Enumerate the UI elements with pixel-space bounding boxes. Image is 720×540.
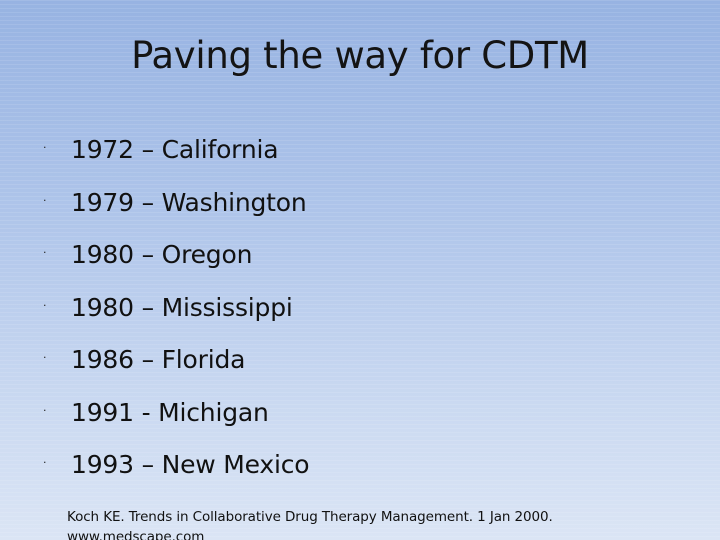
bullet-text: 1986 – Florida (71, 344, 245, 376)
bullet-dot-icon: · (43, 195, 47, 206)
list-item: · 1993 – New Mexico (0, 445, 560, 498)
citation: Koch KE. Trends in Collaborative Drug Th… (67, 507, 667, 540)
slide-title: Paving the way for CDTM (0, 33, 720, 79)
list-item: · 1991 - Michigan (0, 393, 560, 446)
bullet-text: 1980 – Mississippi (71, 292, 293, 324)
citation-line: Koch KE. Trends in Collaborative Drug Th… (67, 507, 667, 527)
bullet-dot-icon: · (43, 405, 47, 416)
bullet-text: 1972 – California (71, 134, 278, 166)
bullet-list: · 1972 – California · 1979 – Washington … (0, 130, 560, 498)
list-item: · 1972 – California (0, 130, 560, 183)
list-item: · 1980 – Oregon (0, 235, 560, 288)
bullet-text: 1993 – New Mexico (71, 449, 309, 481)
bullet-dot-icon: · (43, 457, 47, 468)
bullet-text: 1980 – Oregon (71, 239, 252, 271)
bullet-text: 1979 – Washington (71, 187, 307, 219)
citation-url: www.medscape.com (67, 527, 667, 540)
bullet-dot-icon: · (43, 352, 47, 363)
bullet-dot-icon: · (43, 142, 47, 153)
bullet-text: 1991 - Michigan (71, 397, 269, 429)
list-item: · 1979 – Washington (0, 183, 560, 236)
list-item: · 1980 – Mississippi (0, 288, 560, 341)
bullet-dot-icon: · (43, 300, 47, 311)
bullet-dot-icon: · (43, 247, 47, 258)
list-item: · 1986 – Florida (0, 340, 560, 393)
